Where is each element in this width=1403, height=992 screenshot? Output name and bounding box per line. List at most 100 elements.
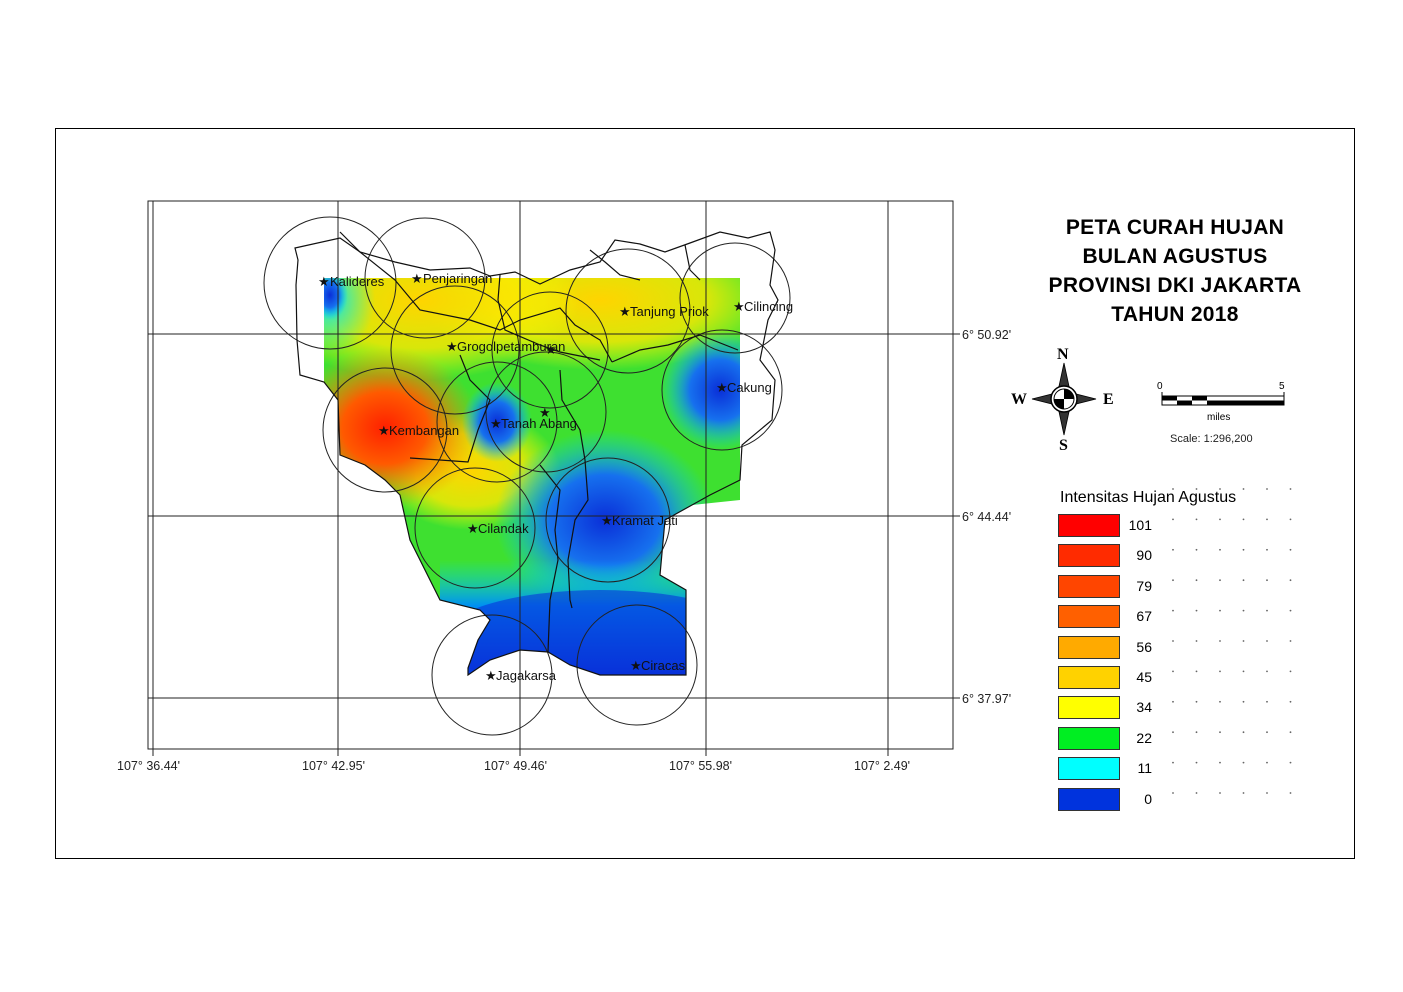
legend-grid-dot — [1266, 640, 1268, 642]
compass-north-label: N — [1057, 346, 1069, 363]
legend-value-label: 67 — [1136, 608, 1152, 625]
station-penjaringan-star: ★ — [411, 271, 423, 286]
legend-grid-dot — [1219, 579, 1221, 582]
legend-grid-dot — [1219, 731, 1221, 734]
legend-value-label: 0 — [1144, 790, 1152, 807]
legend-swatch — [1058, 666, 1120, 689]
station-label-jagakarsa: Jagakarsa — [496, 668, 557, 683]
legend-grid-dot — [1266, 761, 1268, 764]
legend-grid-dot — [1289, 670, 1292, 673]
legend-grid-dot — [1195, 792, 1198, 794]
legend-grid-dot — [1172, 640, 1174, 642]
scale-bar — [1161, 392, 1285, 406]
legend-grid-dot — [1219, 640, 1221, 642]
compass-rose-icon — [1031, 362, 1097, 436]
legend-grid-dot — [1219, 670, 1221, 673]
station-label-kembangan: Kembangan — [389, 423, 459, 438]
legend-grid-dot — [1195, 731, 1198, 734]
legend-grid-dot — [1219, 700, 1221, 703]
map-title-line-1: PETA CURAH HUJAN — [1065, 216, 1285, 239]
map-frame — [55, 128, 1355, 859]
station-label-grogolpetamburan: Grogolpetamburan — [457, 339, 565, 354]
latitude-label: 6° 50.92' — [962, 328, 1011, 342]
latitude-label: 6° 44.44' — [962, 510, 1011, 524]
legend-grid-dot — [1266, 609, 1268, 612]
legend-grid-dot — [1266, 700, 1268, 703]
legend-grid-dot — [1195, 670, 1198, 673]
station-tanjung-priok-star: ★ — [619, 304, 631, 319]
station-label-tanah-abang: Tanah Abang — [501, 416, 577, 431]
legend-grid-dot — [1289, 579, 1292, 582]
station-label-cilandak: Cilandak — [478, 521, 529, 536]
longitude-label: 107° 42.95' — [302, 759, 365, 773]
station-marker-extra-2: ★ — [539, 405, 551, 420]
legend-grid-dot — [1242, 640, 1245, 642]
station-markers: ★ ★ ★ ★ ★ ★ ★ ★ ★ ★ ★ ★ ★ ★ — [318, 271, 745, 683]
station-label-ciracas: Ciracas — [641, 658, 686, 673]
legend-value-label: 101 — [1128, 517, 1152, 533]
legend-grid-dot — [1242, 761, 1245, 764]
legend-grid-dot — [1195, 609, 1198, 612]
legend-value-label: 56 — [1136, 638, 1152, 655]
compass-west-label: W — [1011, 391, 1027, 408]
legend-swatch — [1058, 544, 1120, 568]
station-kramat-jati-star: ★ — [601, 513, 613, 528]
station-marker-extra-1: ★ — [545, 342, 557, 357]
station-label-tanjung-priok: Tanjung Priok — [630, 304, 709, 319]
legend-grid-dot — [1289, 518, 1292, 521]
legend-swatch — [1058, 757, 1120, 781]
legend-swatch — [1058, 514, 1120, 537]
map-title-line-3: PROVINSI DKI JAKARTA — [1048, 274, 1302, 297]
map-title-line-4: TAHUN 2018 — [1111, 303, 1239, 326]
admin-boundaries — [294, 231, 779, 677]
legend-value-label: 90 — [1136, 547, 1152, 564]
scale-start-label: 0 — [1157, 381, 1163, 392]
legend-grid-dot — [1289, 700, 1292, 703]
longitude-label: 107° 55.98' — [669, 759, 732, 773]
longitude-label: 107° 36.44' — [117, 759, 180, 773]
legend-grid-dot — [1242, 670, 1245, 673]
legend-grid-dot — [1172, 761, 1174, 764]
station-jagakarsa-star: ★ — [485, 668, 497, 683]
legend-grid-dot — [1242, 700, 1245, 703]
legend-grid-dot — [1172, 700, 1174, 703]
compass-east-label: E — [1103, 391, 1114, 408]
legend-grid-dot — [1172, 609, 1174, 612]
station-tanah-abang-star: ★ — [490, 416, 502, 431]
legend-grid-dot — [1219, 548, 1221, 551]
legend-grid-dot — [1172, 488, 1174, 490]
longitude-label: 107° 49.46' — [484, 759, 547, 773]
legend-grid-dot — [1289, 488, 1292, 490]
station-cilandak-star: ★ — [467, 521, 479, 536]
legend-grid-dot — [1266, 792, 1268, 794]
legend-grid-dot — [1172, 731, 1174, 734]
legend-value-label: 79 — [1136, 577, 1152, 594]
legend-grid-dot — [1195, 548, 1198, 551]
legend-grid-dot — [1219, 488, 1221, 490]
map-title-line-2: BULAN AGUSTUS — [1082, 245, 1268, 268]
station-label-kramat-jati: Kramat Jati — [612, 513, 678, 528]
legend-grid-dot — [1266, 731, 1268, 734]
station-label-kalideres: Kalideres — [330, 274, 385, 289]
legend-grid-dot — [1195, 700, 1198, 703]
station-kalideres-star: ★ — [318, 274, 330, 289]
legend-grid-dot — [1266, 579, 1268, 582]
legend-value-label: 34 — [1136, 699, 1152, 716]
legend-swatch — [1058, 605, 1120, 629]
legend-grid-dot — [1195, 640, 1198, 642]
legend-grid-dot — [1172, 670, 1174, 673]
legend-grid-dot — [1266, 548, 1268, 551]
scale-unit-label: miles — [1207, 412, 1231, 423]
scale-end-label: 5 — [1279, 381, 1285, 392]
station-label-cilincing: Cilincing — [744, 299, 793, 314]
station-kembangan-star: ★ — [378, 423, 390, 438]
station-label-cakung: Cakung — [727, 380, 772, 395]
legend-grid-dot — [1219, 761, 1221, 764]
legend-grid-dot — [1195, 488, 1198, 490]
longitude-label: 107° 2.49' — [854, 759, 910, 773]
legend-grid-dot — [1289, 731, 1292, 734]
legend-grid-dot — [1266, 670, 1268, 673]
legend-dot-grid — [1172, 488, 1292, 794]
legend-value-label: 22 — [1136, 729, 1152, 746]
